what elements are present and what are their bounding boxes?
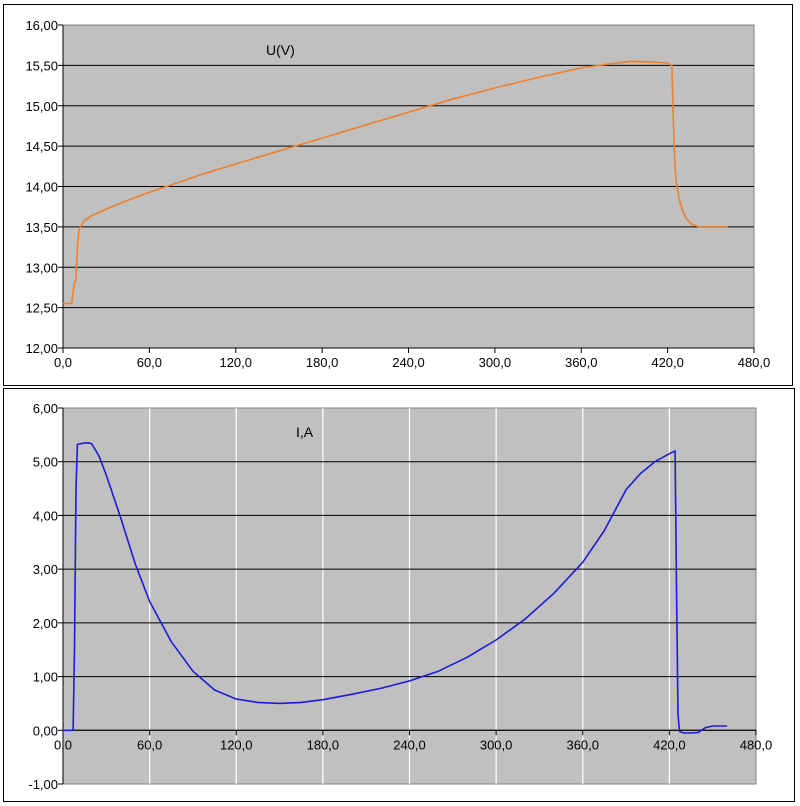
- x-tick-label: 120,0: [219, 355, 252, 370]
- x-tick-label: 480,0: [738, 355, 771, 370]
- y-tick-label: 13,50: [25, 220, 58, 235]
- current-chart-frame[interactable]: 0,0 60,0 120,0 180,0 240,0 300,0 360,0 420,0 480…: [3, 388, 795, 802]
- y-tick-label: 0,00: [33, 723, 58, 738]
- series-line: [63, 60, 729, 305]
- y-tick-label: 14,50: [25, 139, 58, 154]
- chart-title: U(V): [266, 42, 295, 58]
- x-tick-label: 120,0: [220, 737, 253, 752]
- y-tick-label: 5,00: [33, 455, 58, 470]
- voltage-chart-frame[interactable]: 0,0 60,0 120,0 180,0 240,0 300,0 360,0 420,0 480…: [3, 4, 793, 386]
- y-tick-label: 3,00: [33, 562, 58, 577]
- x-tick-label: 360,0: [566, 737, 599, 752]
- x-tick-label: 420,0: [653, 737, 686, 752]
- y-tick-label: 12,00: [25, 341, 58, 356]
- x-tick-label: 300,0: [479, 355, 512, 370]
- x-tick-label: 480,0: [740, 737, 773, 752]
- y-tick-label: 4,00: [33, 508, 58, 523]
- x-tick-label: 240,0: [393, 737, 426, 752]
- y-tick-label: 15,00: [25, 99, 58, 114]
- chart-title: I,A: [296, 424, 314, 440]
- y-tick-label: 15,50: [25, 58, 58, 73]
- y-tick-label: -1,00: [28, 777, 58, 792]
- y-tick-label: 1,00: [33, 670, 58, 685]
- voltage-chart: 0,0 60,0 120,0 180,0 240,0 300,0 360,0 420,0 480…: [25, 18, 771, 370]
- x-tick-label: 60,0: [137, 737, 162, 752]
- x-tick-label: 420,0: [651, 355, 684, 370]
- y-tick-label: 13,00: [25, 260, 58, 275]
- y-tick-label: 2,00: [33, 616, 58, 631]
- series-line: [63, 442, 728, 734]
- x-tick-label: 0,0: [54, 355, 72, 370]
- current-chart: 0,0 60,0 120,0 180,0 240,0 300,0 360,0 420,0 480…: [28, 401, 773, 792]
- x-tick-label: 240,0: [392, 355, 425, 370]
- x-tick-label: 360,0: [565, 355, 598, 370]
- x-tick-label: 60,0: [137, 355, 162, 370]
- y-tick-label: 16,00: [25, 18, 58, 33]
- x-tick-label: 180,0: [307, 737, 340, 752]
- y-tick-label: 6,00: [33, 401, 58, 416]
- x-tick-label: 300,0: [480, 737, 513, 752]
- y-tick-label: 12,50: [25, 301, 58, 316]
- y-tick-label: 14,00: [25, 180, 58, 195]
- x-tick-label: 0,0: [54, 737, 72, 752]
- x-tick-label: 180,0: [306, 355, 339, 370]
